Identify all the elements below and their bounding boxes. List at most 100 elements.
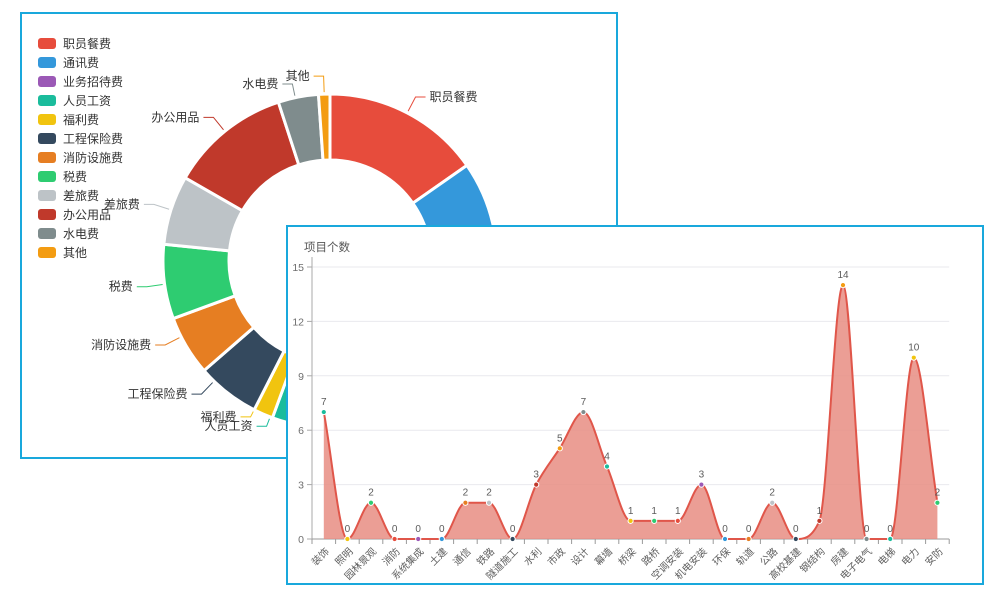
legend-swatch	[38, 190, 56, 201]
pie-legend: 职员餐费 通讯费业务招待费人员工资福利费工程保险费消防设施费税费差旅费办公用品水电…	[38, 34, 123, 262]
pie-slice-label: 税费	[109, 280, 133, 294]
legend-item-5[interactable]: 工程保险费	[38, 129, 123, 148]
legend-item-9[interactable]: 办公用品	[38, 205, 123, 224]
legend-label: 业务招待费	[63, 74, 124, 89]
pie-leader-line	[136, 284, 163, 288]
data-point-label: 10	[908, 343, 920, 354]
data-point-label: 1	[675, 506, 681, 517]
legend-item-6[interactable]: 消防设施费	[38, 148, 123, 167]
data-point-marker-8[interactable]	[509, 535, 516, 543]
pie-leader-line	[256, 418, 270, 427]
data-point-label: 14	[837, 270, 849, 281]
pie-slice-label: 差旅费	[104, 197, 140, 211]
legend-swatch	[38, 171, 56, 182]
data-point-label: 0	[864, 524, 870, 535]
legend-item-10[interactable]: 水电费	[38, 224, 123, 243]
legend-item-4[interactable]: 福利费	[38, 110, 123, 129]
data-point-marker-3[interactable]	[391, 535, 398, 543]
data-point-marker-9[interactable]	[533, 481, 540, 488]
legend-label: 税费	[63, 169, 88, 184]
legend-label: 办公用品	[63, 207, 112, 222]
data-point-marker-10[interactable]	[556, 445, 563, 452]
pie-slice-label: 工程保险费	[127, 386, 187, 401]
x-axis-label: 幕墙	[592, 545, 615, 568]
x-axis-label: 设计	[568, 545, 591, 568]
data-point-label: 7	[321, 397, 327, 408]
pie-leader-line	[191, 382, 213, 395]
y-axis-label: 9	[298, 371, 304, 383]
legend-item-1[interactable]: 通讯费	[38, 53, 123, 72]
data-point-marker-21[interactable]	[816, 517, 823, 524]
data-point-marker-6[interactable]	[462, 499, 469, 506]
data-point-marker-4[interactable]	[415, 535, 422, 543]
data-point-marker-12[interactable]	[603, 463, 611, 470]
legend-item-3[interactable]: 人员工资	[38, 91, 123, 110]
data-point-label: 1	[817, 506, 823, 517]
data-point-marker-5[interactable]	[438, 535, 445, 543]
data-point-label: 1	[628, 506, 634, 517]
data-point-marker-25[interactable]	[910, 354, 917, 361]
legend-swatch	[38, 209, 56, 220]
pie-slice-label: 人员工资	[205, 419, 253, 433]
legend-label: 其他	[63, 245, 88, 260]
data-point-label: 2	[463, 488, 469, 499]
data-point-label: 5	[557, 433, 563, 444]
data-point-marker-18[interactable]	[745, 535, 752, 543]
data-point-marker-7[interactable]	[485, 499, 493, 506]
data-point-marker-26[interactable]	[934, 499, 941, 506]
data-point-marker-14[interactable]	[651, 517, 658, 524]
data-point-marker-1[interactable]	[344, 535, 351, 543]
data-point-marker-22[interactable]	[839, 282, 847, 289]
x-axis-label: 土建	[427, 545, 450, 568]
legend-swatch	[38, 57, 56, 68]
data-point-marker-0[interactable]	[320, 408, 327, 416]
x-axis-label: 电力	[899, 545, 922, 568]
pie-leader-line	[240, 411, 254, 418]
legend-swatch	[38, 76, 56, 87]
data-point-marker-16[interactable]	[698, 481, 705, 488]
data-point-marker-19[interactable]	[769, 499, 776, 506]
pie-leader-line	[407, 96, 426, 112]
data-point-label: 1	[651, 506, 657, 517]
pie-leader-line	[155, 337, 180, 346]
data-point-label: 0	[415, 524, 421, 535]
legend-item-2[interactable]: 业务招待费	[38, 72, 123, 91]
x-axis-label: 水利	[522, 546, 545, 569]
data-point-label: 2	[935, 488, 941, 499]
legend-swatch	[38, 152, 56, 163]
x-axis-label: 安防	[922, 545, 945, 568]
pie-slice-label: 办公用品	[151, 109, 199, 124]
data-point-marker-11[interactable]	[580, 408, 587, 416]
x-axis-label: 环保	[710, 545, 733, 568]
pie-leader-line	[203, 116, 224, 131]
pie-leader-line	[313, 75, 325, 93]
pie-slice-11[interactable]	[316, 92, 332, 162]
data-point-label: 3	[533, 470, 539, 481]
legend-label: 福利费	[63, 112, 100, 127]
x-axis-label: 装饰	[309, 545, 332, 568]
data-point-marker-23[interactable]	[863, 535, 870, 543]
data-point-marker-15[interactable]	[674, 517, 681, 524]
legend-label: 消防设施费	[63, 150, 124, 165]
data-point-label: 2	[769, 488, 775, 499]
x-axis-label: 钢结构	[797, 545, 827, 575]
legend-swatch	[38, 114, 56, 125]
y-axis-label: 3	[298, 480, 304, 492]
y-axis-label: 0	[298, 534, 304, 546]
legend-label: 差旅费	[63, 188, 100, 203]
pie-slice-label: 消防设施费	[91, 337, 151, 352]
legend-item-8[interactable]: 差旅费	[38, 186, 123, 205]
data-point-label: 2	[368, 488, 374, 499]
data-point-label: 7	[581, 397, 587, 408]
legend-item-7[interactable]: 税费	[38, 167, 123, 186]
data-point-marker-24[interactable]	[887, 535, 894, 543]
legend-item-11[interactable]: 其他	[38, 243, 123, 262]
legend-item-0[interactable]: 职员餐费	[38, 34, 123, 53]
x-axis-label: 电梯	[875, 545, 898, 568]
data-point-marker-17[interactable]	[721, 535, 729, 543]
y-axis-label: 6	[298, 425, 304, 437]
data-point-marker-20[interactable]	[792, 535, 799, 543]
data-point-label: 0	[746, 524, 752, 535]
data-point-marker-2[interactable]	[367, 499, 375, 506]
data-point-marker-13[interactable]	[627, 517, 634, 524]
